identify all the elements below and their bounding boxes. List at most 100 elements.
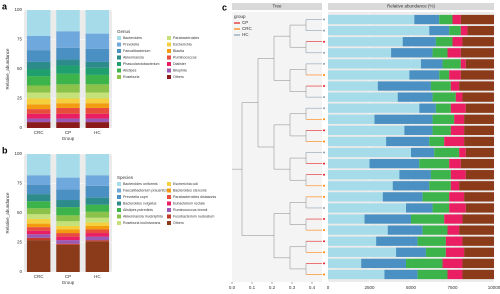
bar-segment [328, 136, 387, 147]
leaf-marker [323, 173, 325, 176]
leaf-marker [323, 273, 325, 276]
bar-segment [328, 158, 370, 169]
bar-segment [26, 184, 51, 195]
bar-segment [450, 170, 466, 180]
y-tick-label: 50 [17, 210, 23, 215]
legend-swatch [117, 221, 121, 225]
bar-segment [56, 189, 80, 201]
bar-segment [85, 197, 110, 205]
bar-segment [26, 113, 51, 119]
bar-segment [85, 211, 110, 218]
legend-label: Bacteroides [123, 36, 142, 40]
bar-segment [26, 227, 51, 231]
bar-segment [465, 203, 494, 213]
bar-segment [392, 181, 430, 191]
bar-segment [56, 215, 80, 222]
legend-label: Bacteroides uniformis [123, 182, 158, 186]
legend-swatch [167, 42, 171, 47]
bar-segment [26, 61, 51, 69]
bar-segment [56, 177, 80, 190]
bar-segment [382, 192, 423, 202]
legend-label: Akkermansia [123, 55, 144, 59]
bar-segment [374, 114, 433, 124]
bar-segment [464, 114, 494, 124]
legend-swatch [167, 195, 171, 199]
y-tick-label: 100 [14, 151, 22, 156]
bar-segment [464, 125, 494, 136]
bar-segment [444, 136, 465, 147]
bar-segment [411, 147, 435, 158]
bar-segment [85, 222, 110, 226]
leaf-marker [323, 229, 325, 232]
bar-segment [85, 118, 110, 123]
y-tick-label: 25 [17, 96, 23, 101]
bar-segment [56, 240, 80, 244]
bar-segment [462, 92, 494, 102]
y-tick-label: 50 [17, 66, 23, 71]
bar-segment [387, 225, 423, 235]
bar-segment [56, 10, 80, 32]
bar-segment [462, 214, 494, 224]
legend-label: Others [173, 75, 184, 79]
bar-segment [56, 236, 80, 241]
y-tick-label: 100 [14, 7, 22, 12]
strip-title: Relative abundance (%) [387, 4, 436, 9]
bar-segment [465, 59, 494, 69]
legend-swatch [167, 75, 171, 79]
bar-segment [26, 98, 51, 105]
bar-segment [449, 203, 466, 213]
legend-swatch [117, 36, 121, 40]
bar-segment [432, 125, 451, 136]
legend-swatch [167, 182, 171, 186]
bar-segment [328, 125, 405, 136]
bar-segment [450, 125, 465, 136]
legend-label: Parabacteroides distasonis [173, 195, 216, 199]
bar-segment [445, 247, 465, 257]
bar-segment [465, 103, 494, 113]
bar-segment [56, 154, 80, 178]
bar-segment [56, 225, 80, 230]
bar-segment [420, 59, 443, 69]
legend-label: Bacteroides stercoris [173, 188, 207, 192]
bar-segment [85, 175, 110, 186]
bar-segment [450, 103, 466, 113]
bar-segment [432, 203, 450, 213]
legend-swatch [167, 55, 171, 60]
legend-swatch [117, 214, 121, 219]
bar-segment [430, 81, 451, 91]
legend-label: Faecalibacterium [123, 49, 150, 53]
group-legend-label: HC [242, 32, 249, 37]
bar-segment [26, 194, 51, 202]
bar-segment [449, 158, 461, 169]
bar-segment [429, 136, 445, 147]
bar-segment [406, 203, 433, 213]
bar-segment [425, 247, 446, 257]
bar-segment [56, 233, 80, 237]
bar-segment [449, 70, 461, 80]
legend-title: Genus [117, 29, 131, 34]
legend-label: Parabacteroides [173, 36, 199, 40]
bar-segment [26, 118, 51, 123]
bar-segment [450, 181, 460, 191]
legend-label: Bacteroides vulgatus [123, 201, 157, 205]
bar-segment [447, 269, 463, 280]
leaf-marker [323, 51, 325, 54]
tree-tick-label: 0.2 [269, 285, 276, 290]
bar-segment [459, 225, 494, 235]
bar-segment [430, 170, 451, 180]
bar-segment [467, 25, 494, 36]
bar-segment [422, 225, 448, 235]
leaf-marker [323, 118, 325, 121]
bar-segment [459, 147, 466, 158]
tree-tick-label: 0.1 [249, 285, 256, 290]
bar-segment [85, 33, 110, 49]
leaf-marker [323, 96, 325, 99]
bar-segment [435, 37, 453, 47]
bar-segment [26, 201, 51, 209]
bar-segment [462, 37, 494, 47]
bar-segment [328, 192, 383, 202]
bar-segment [85, 103, 110, 108]
bar-segment [26, 208, 51, 215]
bar-segment [377, 81, 431, 91]
legend-label: Prevotella copri [123, 195, 148, 199]
